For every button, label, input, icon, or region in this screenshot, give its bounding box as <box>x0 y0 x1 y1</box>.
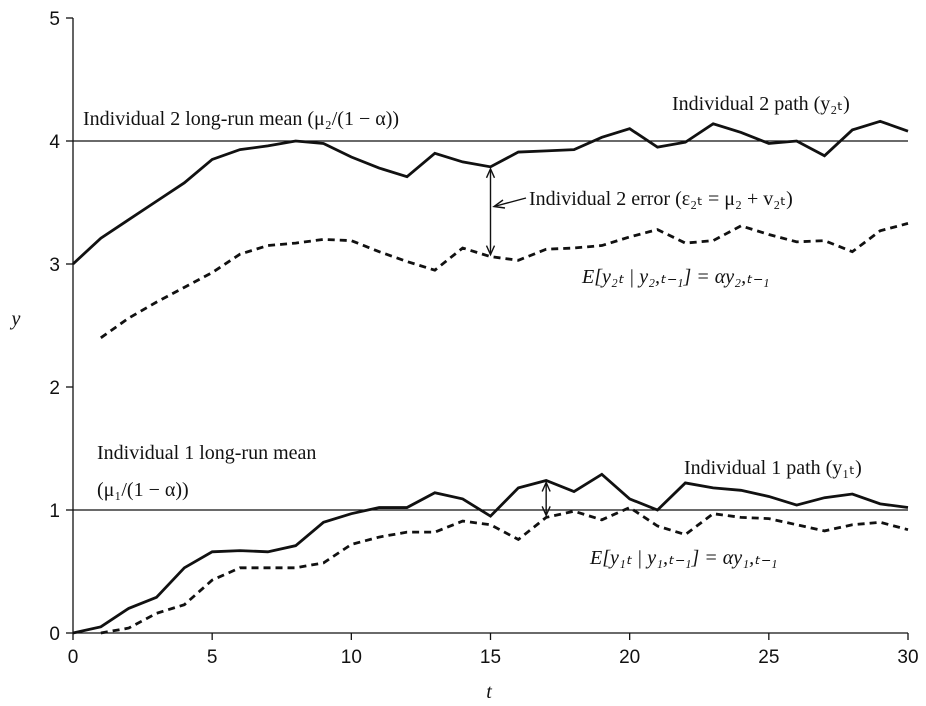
x-tick-label: 25 <box>758 647 779 668</box>
axes: 0 1 2 3 4 5 0 5 10 15 20 25 30 <box>49 9 918 668</box>
x-tick-label: 5 <box>207 647 218 668</box>
y-tick-label: 0 <box>49 624 60 645</box>
x-tick-label: 10 <box>341 647 362 668</box>
y-tick-label: 2 <box>49 378 60 399</box>
y-tick-label: 4 <box>49 132 60 153</box>
y-tick-label: 5 <box>49 9 60 30</box>
reference-lines <box>73 140 908 511</box>
x-tick-label: 20 <box>619 647 640 668</box>
error2-label: Individual 2 error (ε₂ₜ = μ₂ + v₂ₜ) <box>529 188 793 210</box>
path2-label: Individual 2 path (y₂ₜ) <box>672 93 850 115</box>
x-tick-label: 30 <box>897 647 918 668</box>
path1-label: Individual 1 path (y₁ₜ) <box>684 457 862 479</box>
mean1-label-line2: (μ₁/(1 − α)) <box>97 479 189 501</box>
mean1-label-line1: Individual 1 long-run mean <box>97 442 316 464</box>
series-lines <box>72 119 909 635</box>
x-tick-label: 15 <box>480 647 501 668</box>
arrow-head <box>541 480 551 492</box>
y-axis-title: y <box>10 308 21 330</box>
error2-pointer <box>495 197 527 207</box>
y-tick-label: 1 <box>49 501 60 522</box>
expect2-label: E[y₂ₜ | y₂,ₜ₋₁] = αy₂,ₜ₋₁ <box>581 266 769 288</box>
series-line-3 <box>72 472 909 635</box>
arrow-head <box>541 506 551 518</box>
x-tick-label: 0 <box>68 647 79 668</box>
x-axis-title: t <box>486 681 492 703</box>
series-line-2 <box>100 222 909 339</box>
expect1-label: E[y₁ₜ | y₁,ₜ₋₁] = αy₁,ₜ₋₁ <box>589 547 777 569</box>
error-arrows <box>485 167 551 518</box>
mean2-label: Individual 2 long-run mean (μ₂/(1 − α)) <box>83 108 399 130</box>
series-line-1 <box>72 119 909 266</box>
error2-pointer-head <box>492 199 506 209</box>
arrow-head <box>485 245 496 257</box>
y-tick-label: 3 <box>49 255 60 276</box>
series-line-4 <box>100 505 909 635</box>
arrow-head <box>485 167 496 179</box>
